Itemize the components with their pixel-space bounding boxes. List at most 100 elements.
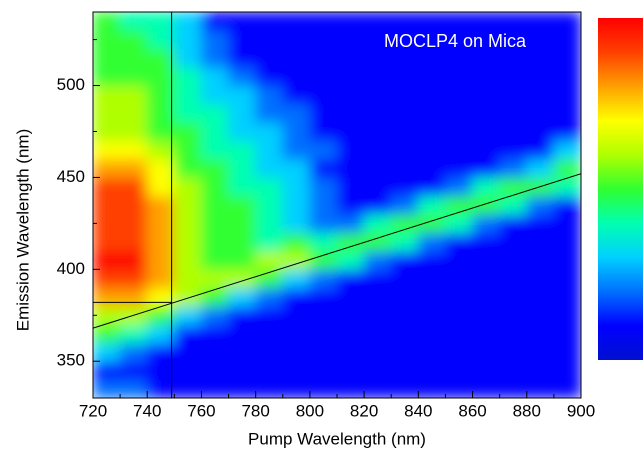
heat-cell (173, 379, 202, 398)
heat-cell (146, 121, 175, 142)
heat-cell (93, 195, 121, 215)
heat-cell (309, 232, 338, 252)
heat-cell (499, 305, 528, 325)
heat-cell (93, 379, 121, 398)
heat-cell (553, 29, 581, 50)
heat-cell (173, 121, 202, 142)
heat-cell (444, 140, 474, 160)
heat-cell (526, 66, 555, 87)
heat-cell (390, 66, 419, 87)
heat-cell (309, 342, 338, 362)
heat-cell (200, 379, 230, 398)
heat-cell (336, 379, 365, 398)
heat-cell (255, 305, 284, 325)
heat-cell (228, 305, 257, 325)
heat-cell (390, 195, 419, 215)
heat-cell (390, 342, 419, 362)
heat-cell (390, 29, 419, 50)
heat-cell (255, 103, 284, 123)
heat-cell (228, 66, 257, 87)
heat-cell (93, 287, 121, 307)
heat-cell (363, 342, 392, 362)
heat-cell (282, 342, 311, 362)
heat-cell (417, 195, 446, 215)
heat-cell (200, 250, 230, 270)
heat-cell (119, 379, 148, 398)
heat-cell (309, 66, 338, 87)
heat-cell (309, 268, 338, 289)
heat-cell (282, 360, 311, 381)
heat-cell (390, 379, 419, 398)
heat-cell (336, 250, 365, 270)
heat-cell (309, 12, 338, 31)
heat-cell (417, 85, 446, 105)
heat-cell (173, 195, 202, 215)
heat-cell (200, 268, 230, 289)
heat-cell (336, 213, 365, 234)
heat-cell (119, 195, 148, 215)
heat-cell (417, 176, 446, 197)
heat-cell (255, 323, 284, 344)
heat-cell (228, 268, 257, 289)
heat-cell (119, 158, 148, 178)
heat-cell (228, 48, 257, 68)
heat-cell (336, 103, 365, 123)
heat-cell (472, 305, 501, 325)
heat-cell (336, 360, 365, 381)
heat-cell (200, 48, 230, 68)
heat-cell (93, 85, 121, 105)
heat-cell (93, 268, 121, 289)
x-tick-label: 840 (404, 401, 432, 420)
heat-cell (363, 287, 392, 307)
heat-cell (444, 213, 474, 234)
heat-cell (499, 379, 528, 398)
heat-cell (499, 176, 528, 197)
heat-cell (228, 29, 257, 50)
heat-cell (255, 195, 284, 215)
heat-cell (93, 342, 121, 362)
heat-cell (255, 232, 284, 252)
heat-cell (146, 360, 175, 381)
heat-cell (472, 360, 501, 381)
heat-cell (417, 305, 446, 325)
heat-cell (499, 103, 528, 123)
heat-cell (282, 158, 311, 178)
heat-cell (363, 360, 392, 381)
heat-cell (336, 232, 365, 252)
heat-cell (390, 213, 419, 234)
heat-cell (200, 342, 230, 362)
heat-cell (228, 342, 257, 362)
heat-cell (363, 158, 392, 178)
heat-cell (444, 103, 474, 123)
heat-cell (93, 232, 121, 252)
heat-cell (309, 48, 338, 68)
heat-cell (526, 48, 555, 68)
heat-cell (417, 342, 446, 362)
heat-cell (282, 250, 311, 270)
heat-cell (336, 287, 365, 307)
heat-cell (444, 158, 474, 178)
heat-cell (146, 342, 175, 362)
heat-cell (363, 12, 392, 31)
heat-cell (390, 140, 419, 160)
heat-cell (93, 250, 121, 270)
heat-cell (173, 66, 202, 87)
heat-cell (472, 379, 501, 398)
heat-cell (417, 287, 446, 307)
heat-cell (119, 323, 148, 344)
heat-cell (200, 66, 230, 87)
heat-cell (255, 250, 284, 270)
heat-cell (526, 232, 555, 252)
heat-cell (444, 85, 474, 105)
heat-cell (282, 140, 311, 160)
heat-cell (472, 213, 501, 234)
heat-cell (119, 12, 148, 31)
heat-cell (526, 360, 555, 381)
heat-cell (336, 85, 365, 105)
heat-cell (146, 213, 175, 234)
heat-cell (553, 48, 581, 68)
heat-cell (93, 323, 121, 344)
y-tick-label: 450 (57, 167, 85, 186)
heat-cell (363, 48, 392, 68)
heat-cell (553, 85, 581, 105)
